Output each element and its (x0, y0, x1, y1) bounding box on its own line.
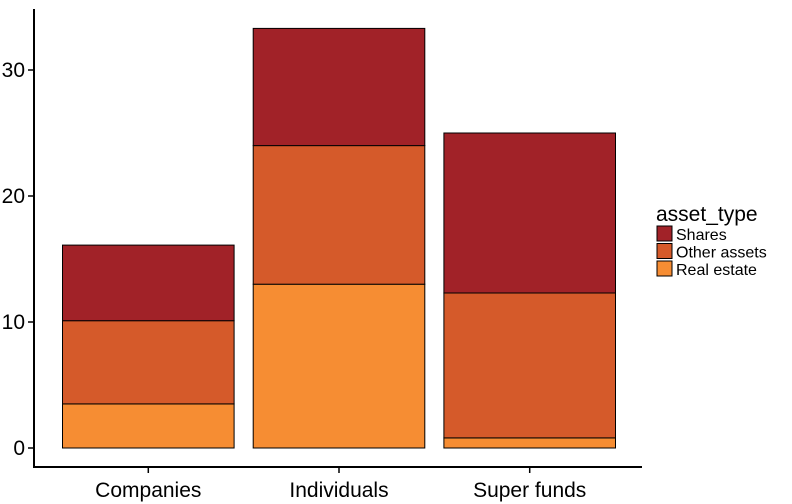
bar-super-funds-shares (443, 132, 616, 294)
legend-label-real-estate: Real estate (676, 262, 757, 279)
bar-individuals-real-estate (252, 283, 426, 449)
x-tick-label-super-funds: Super funds (473, 479, 586, 502)
bar-companies-other-assets (62, 320, 235, 405)
bar-companies-shares (62, 244, 235, 322)
legend-label-shares: Shares (676, 227, 727, 244)
legend-key-real-estate (656, 260, 673, 277)
y-tick-label-10: 10 (2, 311, 25, 334)
bar-individuals-shares (252, 27, 426, 147)
legend-title: asset_type (656, 203, 758, 226)
bars-group (62, 27, 616, 449)
bar-super-funds-real-estate (443, 437, 616, 449)
bar-individuals-other-assets (252, 145, 426, 285)
legend-label-other-assets: Other assets (676, 245, 767, 262)
y-tick-label-20: 20 (2, 185, 25, 208)
x-tick-label-companies: Companies (95, 479, 201, 502)
y-tick-label-0: 0 (13, 437, 25, 460)
x-tick-label-individuals: Individuals (289, 479, 388, 502)
bar-companies-real-estate (62, 403, 235, 449)
legend-key-shares (656, 225, 673, 242)
axes-group: 0 10 20 30 Companies Individuals Super funds (2, 9, 642, 502)
y-tick-label-30: 30 (2, 59, 25, 82)
bar-super-funds-other-assets (443, 292, 616, 439)
legend-key-other-assets (656, 243, 673, 259)
